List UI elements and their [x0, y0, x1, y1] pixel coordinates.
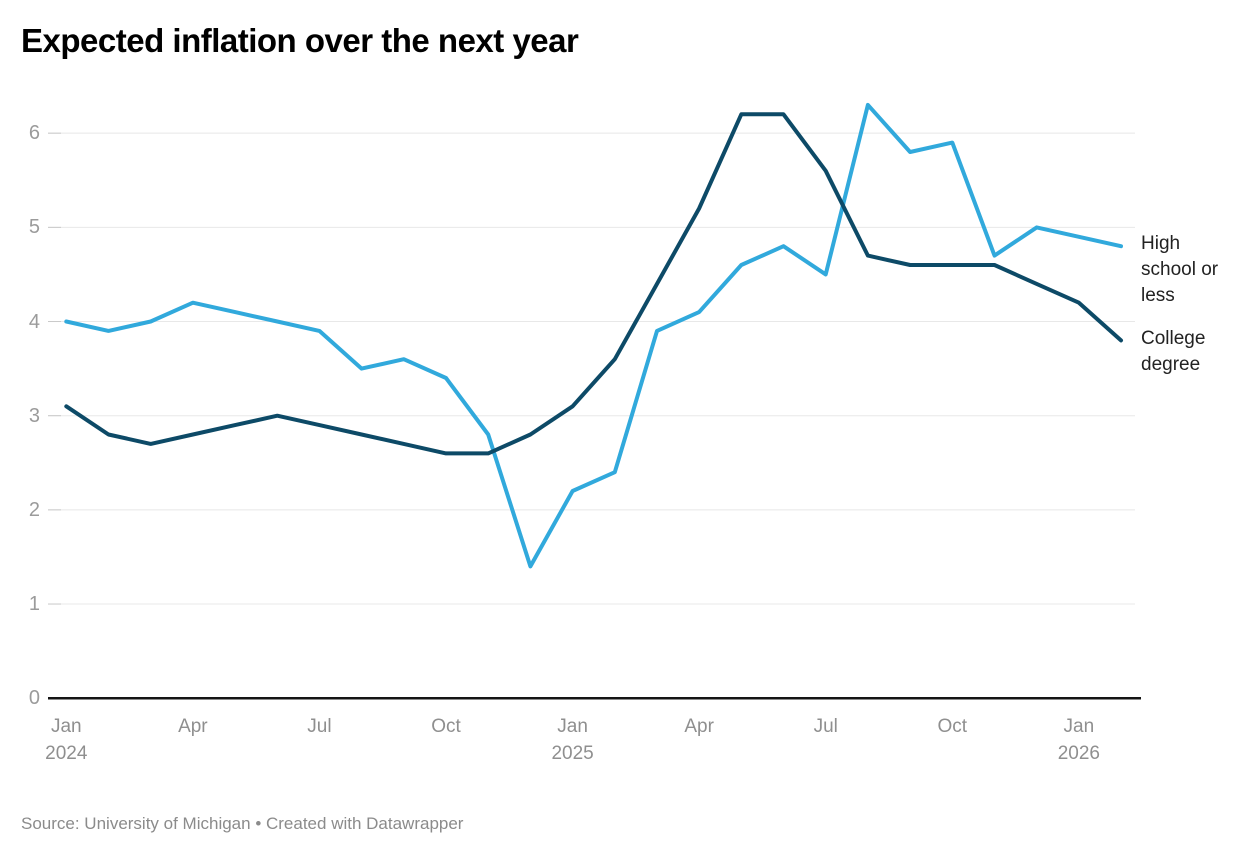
- x-tick-year: 2024: [45, 743, 88, 764]
- x-tick-month: Jan: [50, 716, 82, 737]
- y-tick-label-1: 1: [28, 593, 40, 616]
- x-tick-month: Oct: [937, 716, 968, 737]
- x-tick-month: Apr: [178, 716, 208, 737]
- y-tick-label-5: 5: [28, 216, 40, 239]
- x-tick-month: Oct: [431, 716, 461, 737]
- x-tick-year: 2026: [1057, 743, 1100, 764]
- x-tick-month: Apr: [684, 716, 714, 737]
- x-tick-label-oct: Oct: [907, 713, 997, 740]
- x-tick-label-apr: Apr: [654, 713, 744, 740]
- x-tick-month: Jul: [307, 716, 332, 737]
- x-tick-month: Jul: [813, 716, 838, 737]
- x-tick-year: 2025: [551, 743, 594, 764]
- y-tick-label-4: 4: [28, 310, 40, 333]
- series-label-college-degree: College degree: [1141, 328, 1206, 375]
- y-tick-label-6: 6: [28, 122, 40, 145]
- y-tick-label-3: 3: [28, 404, 40, 427]
- series-label-high-school: High school or less: [1141, 233, 1219, 306]
- x-tick-label-jan2026: Jan 2026: [1034, 713, 1124, 767]
- x-tick-label-jan2025: Jan 2025: [528, 713, 618, 767]
- x-tick-month: Jan: [1063, 716, 1095, 737]
- y-tick-label-0: 0: [28, 687, 40, 710]
- x-tick-label-apr: Apr: [148, 713, 238, 740]
- y-tick-label-2: 2: [28, 498, 40, 521]
- series-line-college-degree[interactable]: [64, 112, 1123, 456]
- x-tick-label-jul: Jul: [274, 713, 364, 740]
- series-line-high-school[interactable]: [64, 102, 1123, 569]
- x-tick-label-jan2024: Jan 2024: [21, 713, 111, 767]
- source-attribution: Source: University of Michigan • Created…: [21, 814, 464, 833]
- x-tick-label-oct: Oct: [401, 713, 491, 740]
- chart-title: Expected inflation over the next year: [21, 22, 579, 59]
- x-tick-label-jul: Jul: [781, 713, 871, 740]
- x-tick-month: Jan: [557, 716, 588, 737]
